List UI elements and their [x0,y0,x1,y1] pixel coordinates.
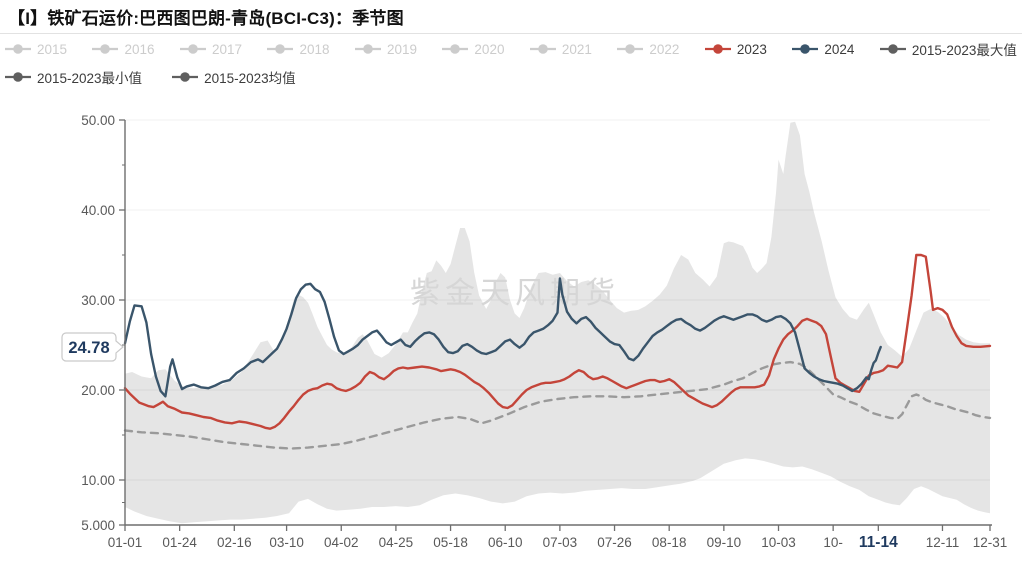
legend-marker-icon [5,72,31,82]
watermark: 紫金天风期货 [410,277,620,310]
legend-label: 2021 [561,41,592,57]
x-tick-label-04-02: 04-02 [324,535,359,550]
legend-label: 2020 [474,41,505,57]
legend-item-2022[interactable]: 2022 [617,42,679,57]
legend-label: 2015-2023最大值 [911,43,1017,58]
x-tick-label-10-03: 10-03 [761,535,796,550]
x-tick-label-10-: 10- [823,535,843,550]
legend-marker-icon [179,44,206,54]
legend-label: 2015-2023均值 [204,71,296,86]
legend-row-1: 2015 2016 2017 2018 2019 2020 2021 2022 2023 2024… [5,39,1017,59]
legend-item-2023[interactable]: 2023 [704,41,767,57]
y-tick-label-10: 10.00 [81,473,115,488]
legend-item-2020[interactable]: 2020 [442,42,504,57]
legend-label: 2017 [211,41,243,57]
x-tick-label-12-31: 12-31 [973,535,1008,550]
legend-item-2015[interactable]: 2015 [5,42,67,57]
legend-item-2021[interactable]: 2021 [529,41,592,57]
plot-area: 紫金天风期货 50.00 40.00 30.00 20.00 10.00 5.000 01-0… [0,95,1022,557]
legend-item-2018[interactable]: 2018 [267,41,330,57]
y-tick-label-40: 40.00 [81,203,115,218]
x-tick-label-04-25: 04-25 [379,535,414,550]
x-tick-label-02-16: 02-16 [217,535,252,550]
legend-marker-icon [267,44,294,54]
legend-label: 2015-2023最小值 [37,71,143,86]
band-2015-2023-min-max[interactable] [125,121,990,524]
seasonal-line-chart: 紫金天风期货 50.00 40.00 30.00 20.00 10.00 5.000 01-0… [61,113,1008,551]
legend-marker-icon [172,72,199,82]
legend-label: 2019 [386,41,417,57]
x-tick-label-01-01: 01-01 [108,535,143,550]
legend-label: 2023 [736,41,767,57]
legend-row-2: 2015-2023最小值 2015-2023均值 [5,67,1017,87]
legend-item-2017[interactable]: 2017 [179,41,243,57]
x-tick-label-07-03: 07-03 [543,535,578,550]
y-tick-label-20: 20.00 [81,383,115,398]
series-2024-line[interactable] [123,277,882,398]
x-tick-label-09-10: 09-10 [707,535,742,550]
legend-item-max[interactable]: 2015-2023最大值 [879,39,1017,59]
axis-pointer-tag [61,332,124,362]
legend-marker-icon [354,44,381,54]
legend-marker-icon [879,44,906,54]
legend-marker-icon [792,44,819,54]
y-tick-label-30: 30.00 [81,293,115,308]
legend-marker-icon [92,44,119,54]
legend-item-mean[interactable]: 2015-2023均值 [172,67,296,87]
chart-title: 【I】铁矿石运价:巴西图巴朗-青岛(BCI-C3)：季节图 [8,9,404,28]
legend-label: 2018 [299,41,330,57]
x-tick-label-08-18: 08-18 [652,535,687,550]
axis-pointer-value: 24.78 [68,339,109,357]
x-tick-label-06-10: 06-10 [488,535,523,550]
legend-marker-icon [529,44,556,54]
title-divider [0,33,1022,34]
legend-label: 2016 [124,41,155,57]
legend-label: 2015 [37,41,68,57]
legend-marker-icon [442,44,469,54]
x-tick-label-03-10: 03-10 [269,535,304,550]
y-tick-label-5: 5.000 [81,518,115,533]
legend-item-2024[interactable]: 2024 [792,42,854,57]
x-tick-label-01-24: 01-24 [162,535,197,550]
x-tick-label-12-11: 12-11 [926,535,960,550]
legend-marker-icon [617,44,644,54]
series-mean-line[interactable] [123,360,992,450]
x-tick-label-current: 11-14 [859,534,898,551]
legend-marker-icon [5,44,31,54]
legend-item-2016[interactable]: 2016 [92,41,155,57]
legend-item-min[interactable]: 2015-2023最小值 [5,67,142,87]
legend-label: 2024 [824,41,855,57]
x-tick-label-05-18: 05-18 [433,535,468,550]
legend-item-2019[interactable]: 2019 [354,41,417,57]
legend-marker-icon [704,44,731,54]
x-tick-label-07-26: 07-26 [597,535,632,550]
y-tick-label-50: 50.00 [81,113,115,128]
legend-label: 2022 [649,41,680,57]
